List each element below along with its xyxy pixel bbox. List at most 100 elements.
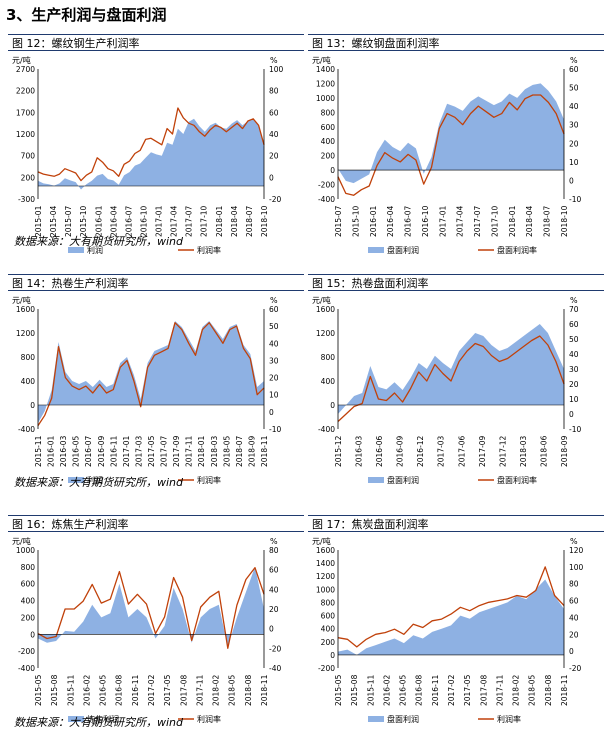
- x-tick-label: 2018-05: [528, 674, 537, 706]
- x-tick-label: 2015-08: [350, 674, 359, 706]
- y-tick-label-right: 50: [269, 322, 279, 331]
- legend: 利润 利润率: [68, 245, 221, 255]
- y-tick-label-right: 50: [569, 335, 579, 344]
- x-tick-label: 2016-11: [131, 674, 140, 706]
- x-tick-label: 2016-03: [59, 435, 68, 467]
- y-tick-label-right: 10: [269, 391, 279, 400]
- y-unit-right: %: [270, 537, 278, 546]
- x-tick-label: 2018-01: [508, 205, 517, 237]
- chart-title: 图 14：热卷生产利润率: [8, 274, 304, 291]
- y-tick-label-right: 30: [569, 365, 579, 374]
- x-tick-label: 2015-11: [66, 674, 75, 706]
- y-tick-label-left: 700: [21, 152, 36, 161]
- profit-area: [38, 566, 264, 647]
- chart-title: 图 13：螺纹钢盘面利润率: [308, 34, 604, 51]
- y-tick-label-left: 1600: [316, 546, 335, 555]
- x-tick-label: 2017-10: [490, 205, 499, 237]
- x-tick-label: 2016-02: [82, 674, 91, 706]
- y-tick-label-left: -400: [18, 425, 35, 434]
- x-tick-label: 2017-07: [160, 435, 169, 467]
- y-tick-label-left: 0: [330, 401, 335, 410]
- x-tick-label: 2017-01: [438, 205, 447, 237]
- y-tick-label-left: 400: [321, 377, 336, 386]
- y-tick-label-right: 100: [569, 563, 584, 572]
- y-tick-label-right: 60: [269, 108, 279, 117]
- x-tick-label: 2018-08: [244, 674, 253, 706]
- y-tick-label-left: 1400: [316, 65, 335, 74]
- x-tick-label: 2016-01: [369, 205, 378, 237]
- legend-label: 炼焦利润: [87, 714, 119, 724]
- legend-swatch-area: [68, 716, 84, 722]
- y-tick-label-left: 1400: [316, 559, 335, 568]
- y-tick-label-left: 400: [21, 377, 36, 386]
- chart-15: 元/吨 % 1600 1200 800 400 0 -400 70 60 50 40 30 20 10 0 -1…: [312, 295, 581, 485]
- x-tick-label: 2016-01: [94, 205, 103, 237]
- y-tick-label-left: 400: [321, 625, 336, 634]
- legend-label: 利润率: [497, 714, 521, 724]
- y-tick-label-right: 60: [569, 65, 579, 74]
- y-tick-label-right: 100: [269, 65, 284, 74]
- y-tick-label-left: 2200: [16, 87, 35, 96]
- y-tick-label-left: 800: [21, 353, 36, 362]
- x-tick-label: 2015-01: [34, 205, 43, 237]
- x-tick-label: 2017-01: [155, 205, 164, 237]
- y-tick-label-left: 200: [321, 638, 336, 647]
- profit-area: [38, 118, 264, 190]
- y-unit-left: 元/吨: [12, 295, 31, 305]
- y-tick-label-left: 1700: [16, 108, 35, 117]
- x-tick-label: 2016-05: [72, 435, 81, 467]
- y-tick-label-left: 200: [321, 152, 336, 161]
- y-tick-label-left: 0: [330, 651, 335, 660]
- x-tick-label: 2016-11: [431, 674, 440, 706]
- chart-title: 图 17：焦炭盘面利润率: [308, 515, 604, 532]
- y-tick-label-right: 20: [269, 152, 279, 161]
- x-tick-label: 2015-12: [334, 435, 343, 467]
- x-tick-label: 2016-03: [355, 435, 364, 467]
- chart-title: 图 15：热卷盘面利润率: [308, 274, 604, 291]
- y-tick-label-right: 80: [569, 580, 579, 589]
- y-tick-label-left: 1000: [16, 546, 35, 555]
- source-note: 数据来源：大有期货研究所，wind: [14, 716, 184, 729]
- y-tick-label-right: 20: [569, 380, 579, 389]
- y-tick-label-left: 0: [30, 401, 35, 410]
- y-tick-label-right: 40: [269, 130, 279, 139]
- x-tick-label: 2018-01: [215, 205, 224, 237]
- x-tick-label: 2017-08: [179, 674, 188, 706]
- y-unit-left: 元/吨: [312, 536, 331, 546]
- y-tick-label-left: 600: [21, 580, 36, 589]
- y-tick-label-left: -400: [318, 425, 335, 434]
- source-note: 数据来源：大有期货研究所，wind: [14, 235, 184, 248]
- x-tick-label: 2016-06: [375, 435, 384, 467]
- y-unit-left: 元/吨: [312, 295, 331, 305]
- y-tick-label-left: -300: [18, 195, 35, 204]
- x-tick-label: 2015-08: [50, 674, 59, 706]
- x-tick-label: 2017-02: [147, 674, 156, 706]
- y-tick-label-right: -10: [569, 195, 581, 204]
- y-unit-right: %: [570, 296, 578, 305]
- legend-label: 盘面利润率: [497, 245, 537, 255]
- legend-swatch-area: [368, 716, 384, 722]
- x-tick-label: 2018-01: [197, 435, 206, 467]
- x-tick-label: 2015-07: [334, 205, 343, 237]
- y-tick-label-left: -400: [18, 664, 35, 673]
- y-tick-label-right: 10: [569, 158, 579, 167]
- x-tick-label: 2018-04: [230, 205, 239, 237]
- y-tick-label-right: 80: [269, 546, 279, 555]
- x-tick-label: 2017-12: [498, 435, 507, 467]
- y-tick-label-right: 20: [269, 374, 279, 383]
- y-unit-right: %: [570, 537, 578, 546]
- y-tick-label-left: 200: [21, 613, 36, 622]
- chart-16: 元/吨 %10008006004002000-200-400806040200-2…: [12, 536, 281, 724]
- x-tick-label: 2016-07: [124, 205, 133, 237]
- y-tick-label-right: -10: [269, 425, 281, 434]
- x-tick-label: 2016-08: [115, 674, 124, 706]
- y-tick-label-right: 0: [269, 408, 274, 417]
- x-tick-label: 2018-07: [235, 435, 244, 467]
- y-tick-label-right: 40: [569, 350, 579, 359]
- legend: 盘面利润 盘面利润率: [368, 245, 537, 255]
- legend-swatch-area: [368, 477, 384, 483]
- x-tick-label: 2018-11: [260, 435, 269, 467]
- y-tick-label-right: 40: [269, 339, 279, 348]
- y-tick-label-left: 400: [21, 597, 36, 606]
- y-tick-label-left: -200: [318, 664, 335, 673]
